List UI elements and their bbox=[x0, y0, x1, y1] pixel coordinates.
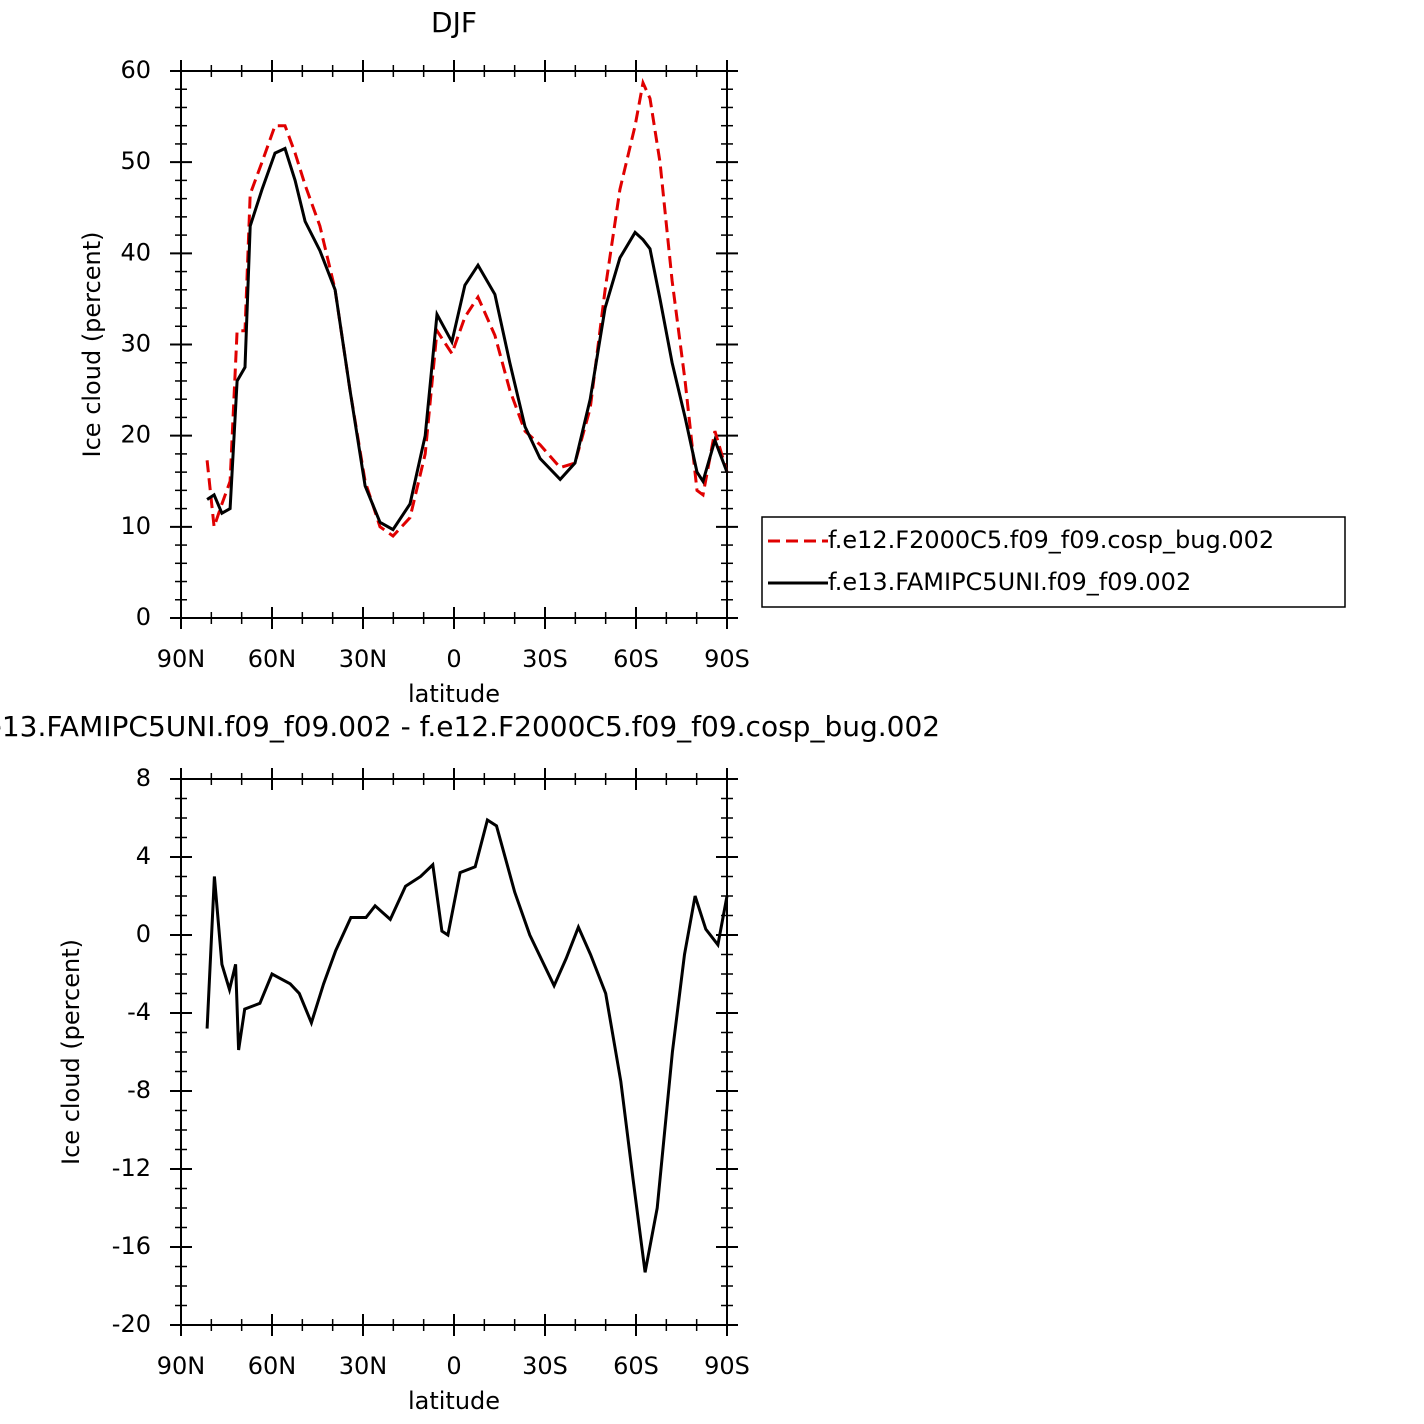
x-tick-label: 0 bbox=[446, 1352, 461, 1380]
series-line bbox=[205, 817, 729, 1273]
chart-title: f.e13.FAMIPC5UNI.f09_f09.002 - f.e12.F20… bbox=[0, 710, 940, 743]
x-tick-label: 30N bbox=[339, 645, 388, 673]
x-tick-label: 60S bbox=[613, 1352, 659, 1380]
x-tick-label: 30S bbox=[522, 1352, 568, 1380]
y-tick-label: -12 bbox=[112, 1154, 151, 1182]
x-tick-label: 60S bbox=[613, 645, 659, 673]
x-tick-label: 90S bbox=[704, 1352, 750, 1380]
y-tick-label: 20 bbox=[120, 421, 151, 449]
x-axis-label: latitude bbox=[408, 1387, 500, 1415]
y-tick-label: 0 bbox=[136, 603, 151, 631]
y-tick-label: -4 bbox=[127, 998, 151, 1026]
y-axis-label: Ice cloud (percent) bbox=[57, 939, 85, 1165]
y-tick-label: -20 bbox=[112, 1310, 151, 1338]
y-tick-label: 30 bbox=[120, 330, 151, 358]
y-tick-label: 4 bbox=[136, 842, 151, 870]
x-tick-label: 60N bbox=[248, 645, 297, 673]
y-axis-label: Ice cloud (percent) bbox=[78, 232, 106, 458]
y-tick-label: -16 bbox=[112, 1232, 151, 1260]
x-tick-label: 90N bbox=[157, 1352, 206, 1380]
y-tick-label: 10 bbox=[120, 512, 151, 540]
x-tick-label: 90S bbox=[704, 645, 750, 673]
legend-label: f.e12.F2000C5.f09_f09.cosp_bug.002 bbox=[828, 526, 1274, 554]
x-tick-label: 30S bbox=[522, 645, 568, 673]
y-tick-label: 50 bbox=[120, 147, 151, 175]
plot-frame bbox=[180, 778, 728, 1326]
y-tick-label: -8 bbox=[127, 1076, 151, 1104]
series-line bbox=[205, 77, 729, 538]
x-tick-label: 30N bbox=[339, 1352, 388, 1380]
legend-label: f.e13.FAMIPC5UNI.f09_f09.002 bbox=[828, 568, 1191, 596]
chart-title: DJF bbox=[431, 6, 477, 39]
y-tick-label: 60 bbox=[120, 56, 151, 84]
x-tick-label: 0 bbox=[446, 645, 461, 673]
y-tick-label: 40 bbox=[120, 238, 151, 266]
x-tick-label: 60N bbox=[248, 1352, 297, 1380]
series-line bbox=[206, 146, 729, 532]
x-tick-label: 90N bbox=[157, 645, 206, 673]
y-tick-label: 0 bbox=[136, 920, 151, 948]
legend-box bbox=[761, 516, 1346, 608]
y-tick-label: 8 bbox=[136, 764, 151, 792]
x-axis-label: latitude bbox=[408, 680, 500, 708]
